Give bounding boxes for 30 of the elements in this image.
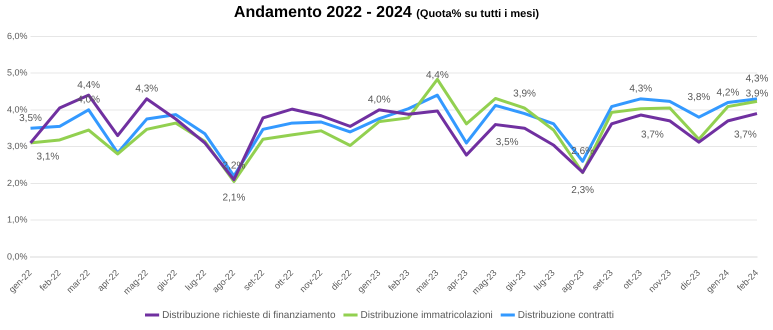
data-label: 2,1%	[222, 192, 246, 204]
data-label: 4,3%	[135, 84, 158, 95]
data-label: 4,4%	[426, 70, 449, 81]
data-label: 3,9%	[746, 88, 769, 100]
data-label: 3,7%	[641, 130, 664, 141]
chart-title: Andamento 2022 - 2024	[234, 4, 412, 21]
y-tick-label: 6,0%	[7, 30, 28, 41]
data-label: 4,2%	[716, 87, 740, 98]
data-label: 4,0%	[368, 94, 391, 106]
data-label: 4,3%	[629, 84, 652, 95]
data-label: 3,8%	[687, 92, 710, 103]
data-label: 2,3%	[571, 185, 594, 196]
data-label: 4,4%	[77, 80, 100, 91]
data-label: 3,5%	[496, 136, 519, 148]
y-tick-label: 0,0%	[7, 251, 28, 262]
legend-label: Distribuzione immatricolazioni	[360, 310, 493, 321]
y-tick-label: 4,0%	[7, 104, 28, 114]
data-label: 3,7%	[734, 130, 757, 141]
data-label: 3,5%	[19, 112, 42, 124]
y-tick-label: 3,0%	[7, 141, 28, 152]
data-label: 4,3%	[746, 74, 769, 85]
chart-subtitle: (Quota% su tutti i mesi)	[416, 8, 540, 20]
data-label: 2,2%	[222, 160, 246, 172]
legend-label: Distribuzione richieste di finanziamento	[162, 310, 336, 321]
data-label: 3,9%	[513, 88, 536, 100]
data-label: 3,1%	[36, 152, 60, 163]
y-tick-label: 2,0%	[7, 178, 28, 188]
legend-label: Distribuzione contratti	[518, 310, 614, 321]
y-tick-label: 5,0%	[7, 68, 28, 78]
y-tick-label: 1,0%	[7, 214, 28, 225]
